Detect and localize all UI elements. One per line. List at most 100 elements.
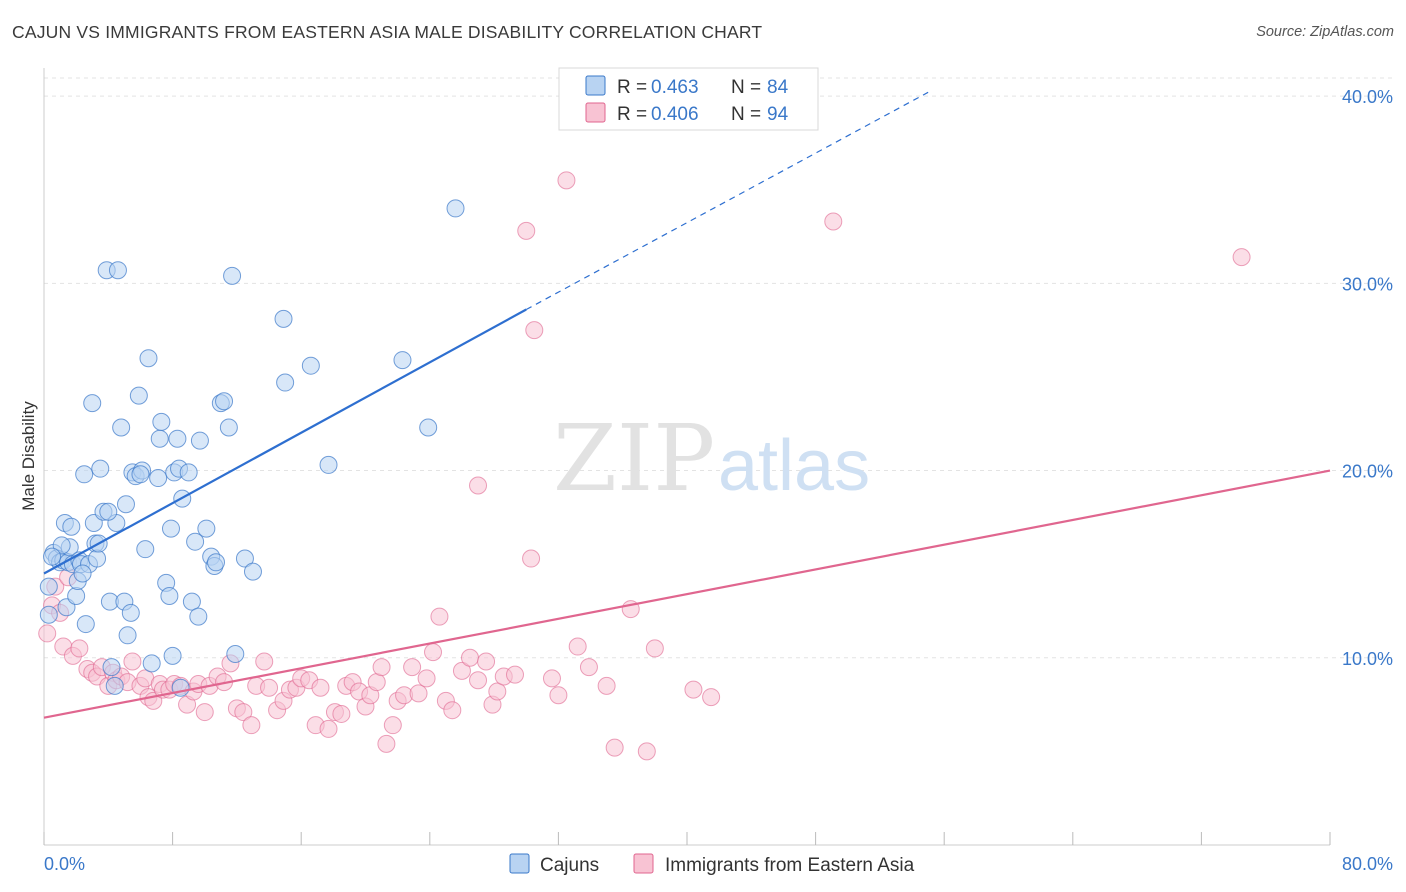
legend-swatch-cajuns bbox=[585, 75, 606, 96]
point-immigrants bbox=[260, 678, 279, 697]
x-tick-label-max: 80.0% bbox=[1342, 854, 1393, 874]
point-cajuns bbox=[189, 607, 208, 626]
source-credit: Source: ZipAtlas.com bbox=[1256, 24, 1394, 40]
point-immigrants bbox=[477, 652, 496, 671]
point-immigrants bbox=[1232, 248, 1251, 267]
point-cajuns bbox=[121, 603, 140, 622]
point-immigrants bbox=[372, 658, 391, 677]
point-cajuns bbox=[105, 676, 124, 695]
point-cajuns bbox=[215, 392, 234, 411]
point-cajuns bbox=[108, 261, 127, 280]
point-immigrants bbox=[568, 637, 587, 656]
point-immigrants bbox=[377, 734, 396, 753]
bottom-legend-label-cajuns: Cajuns bbox=[540, 855, 599, 876]
point-cajuns bbox=[182, 592, 201, 611]
x-tick-label-min: 0.0% bbox=[44, 854, 85, 874]
point-immigrants bbox=[417, 669, 436, 688]
legend-n-value-cajuns: 84 bbox=[767, 77, 789, 98]
point-immigrants bbox=[684, 680, 703, 699]
point-immigrants bbox=[488, 682, 507, 701]
point-immigrants bbox=[824, 212, 843, 231]
point-immigrants bbox=[542, 669, 561, 688]
point-immigrants bbox=[311, 678, 330, 697]
point-immigrants bbox=[645, 639, 664, 658]
point-cajuns bbox=[207, 553, 226, 572]
trend-lines bbox=[43, 91, 1331, 719]
point-immigrants bbox=[579, 658, 598, 677]
point-cajuns bbox=[118, 626, 137, 645]
watermark-atlas: atlas bbox=[718, 426, 870, 506]
point-immigrants bbox=[430, 607, 449, 626]
point-cajuns bbox=[235, 549, 254, 568]
point-cajuns bbox=[88, 549, 107, 568]
point-cajuns bbox=[76, 615, 95, 634]
point-cajuns bbox=[226, 645, 245, 664]
legend-r-value-immigrants: 0.406 bbox=[651, 104, 699, 125]
point-cajuns bbox=[39, 605, 58, 624]
point-immigrants bbox=[469, 476, 488, 495]
point-cajuns bbox=[102, 658, 121, 677]
point-immigrants bbox=[605, 738, 624, 757]
y-tick-label: 40.0% bbox=[1342, 87, 1393, 107]
point-cajuns bbox=[99, 502, 118, 521]
point-immigrants bbox=[255, 652, 274, 671]
y-tick-label: 20.0% bbox=[1342, 462, 1393, 482]
chart-title: CAJUN VS IMMIGRANTS FROM EASTERN ASIA MA… bbox=[12, 22, 763, 42]
point-cajuns bbox=[419, 418, 438, 437]
point-cajuns bbox=[139, 349, 158, 368]
point-cajuns bbox=[129, 386, 148, 405]
point-cajuns bbox=[190, 431, 209, 450]
point-cajuns bbox=[179, 463, 198, 482]
point-cajuns bbox=[319, 455, 338, 474]
point-cajuns bbox=[152, 412, 171, 431]
point-immigrants bbox=[517, 221, 536, 240]
point-immigrants bbox=[460, 648, 479, 667]
trend-line-cajuns bbox=[43, 308, 527, 575]
point-cajuns bbox=[301, 356, 320, 375]
point-cajuns bbox=[223, 266, 242, 285]
point-cajuns bbox=[83, 394, 102, 413]
point-cajuns bbox=[131, 465, 150, 484]
point-immigrants bbox=[522, 549, 541, 568]
point-immigrants bbox=[469, 671, 488, 690]
point-immigrants bbox=[443, 701, 462, 720]
point-cajuns bbox=[39, 577, 58, 596]
point-immigrants bbox=[557, 171, 576, 190]
legend-n-value-immigrants: 94 bbox=[767, 104, 789, 125]
bottom-legend-swatch-cajuns bbox=[509, 853, 530, 874]
y-tick-label: 30.0% bbox=[1342, 274, 1393, 294]
point-immigrants bbox=[242, 716, 261, 735]
point-immigrants bbox=[383, 716, 402, 735]
point-cajuns bbox=[393, 351, 412, 370]
point-cajuns bbox=[186, 532, 205, 551]
point-cajuns bbox=[75, 465, 94, 484]
legend-r-label-cajuns: R = bbox=[617, 77, 647, 98]
point-cajuns bbox=[276, 373, 295, 392]
point-cajuns bbox=[136, 540, 155, 559]
point-immigrants bbox=[702, 688, 721, 707]
point-cajuns bbox=[116, 495, 135, 514]
point-cajuns bbox=[150, 429, 169, 448]
point-immigrants bbox=[123, 652, 142, 671]
point-cajuns bbox=[274, 309, 293, 328]
point-immigrants bbox=[332, 704, 351, 723]
point-cajuns bbox=[197, 519, 216, 538]
point-cajuns bbox=[67, 586, 86, 605]
point-immigrants bbox=[70, 639, 89, 658]
point-immigrants bbox=[505, 665, 524, 684]
point-immigrants bbox=[367, 673, 386, 692]
legend-swatch-immigrants bbox=[585, 102, 606, 123]
point-immigrants bbox=[452, 661, 471, 680]
legend-n-label-immigrants: N = bbox=[731, 104, 761, 125]
legend-r-value-cajuns: 0.463 bbox=[651, 77, 699, 98]
point-immigrants bbox=[637, 742, 656, 761]
series-cajuns-points bbox=[39, 199, 465, 697]
trend-line-immigrants bbox=[43, 469, 1331, 719]
point-cajuns bbox=[142, 654, 161, 673]
bottom-legend-swatch-immigrants bbox=[633, 853, 654, 874]
point-immigrants bbox=[319, 719, 338, 738]
point-cajuns bbox=[219, 418, 238, 437]
x-tick-marks bbox=[43, 832, 1331, 845]
point-immigrants bbox=[195, 703, 214, 722]
